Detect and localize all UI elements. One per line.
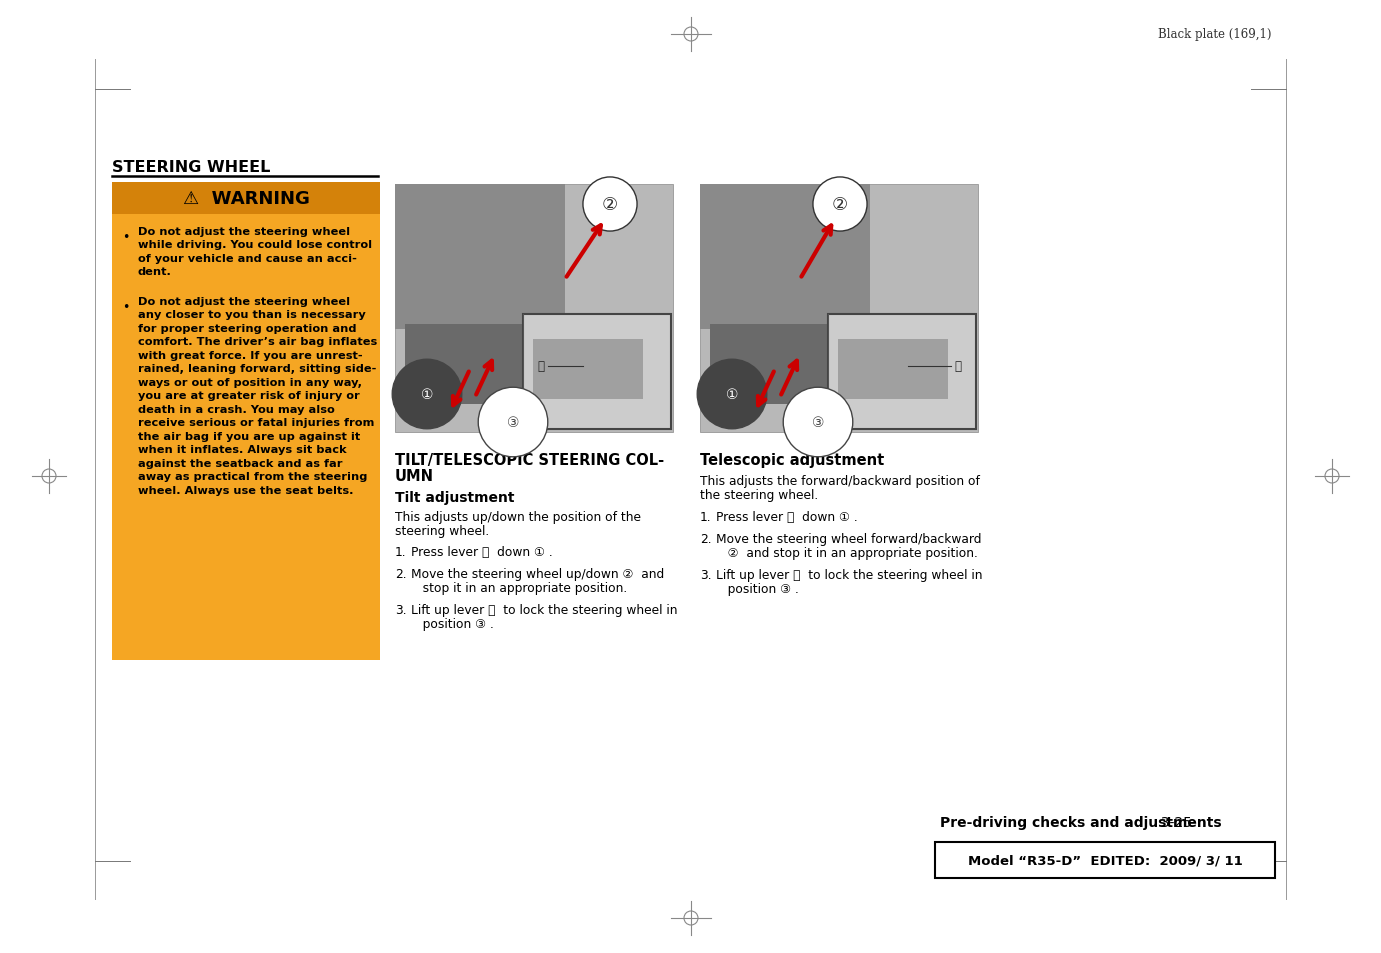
Text: Ⓑ: Ⓑ	[954, 360, 961, 374]
FancyBboxPatch shape	[710, 325, 830, 405]
Text: dent.: dent.	[138, 267, 171, 277]
FancyBboxPatch shape	[533, 339, 644, 399]
Text: ②: ②	[831, 195, 848, 213]
Text: you are at greater risk of injury or: you are at greater risk of injury or	[138, 391, 359, 401]
Text: UMN: UMN	[395, 469, 434, 483]
Text: TILT/TELESCOPIC STEERING COL-: TILT/TELESCOPIC STEERING COL-	[395, 453, 664, 468]
Text: the steering wheel.: the steering wheel.	[700, 489, 819, 501]
Text: Lift up lever Ⓑ  to lock the steering wheel in: Lift up lever Ⓑ to lock the steering whe…	[715, 568, 982, 581]
Text: 1.: 1.	[700, 511, 711, 523]
Text: position ③ .: position ③ .	[715, 582, 798, 596]
Text: 2.: 2.	[700, 533, 711, 545]
Text: stop it in an appropriate position.: stop it in an appropriate position.	[412, 581, 627, 595]
FancyBboxPatch shape	[700, 185, 978, 433]
Text: Pre-driving checks and adjustments: Pre-driving checks and adjustments	[940, 815, 1222, 829]
Text: Ⓐ: Ⓐ	[537, 360, 544, 374]
Text: ①: ①	[726, 388, 739, 401]
Text: 3-25: 3-25	[1152, 815, 1192, 829]
Text: Telescopic adjustment: Telescopic adjustment	[700, 453, 884, 468]
Text: ③: ③	[507, 416, 519, 430]
Text: of your vehicle and cause an acci-: of your vehicle and cause an acci-	[138, 253, 356, 264]
FancyBboxPatch shape	[838, 339, 947, 399]
FancyBboxPatch shape	[405, 325, 525, 405]
Text: Do not adjust the steering wheel: Do not adjust the steering wheel	[138, 227, 351, 236]
Text: •: •	[123, 301, 130, 314]
FancyBboxPatch shape	[935, 842, 1275, 878]
Text: Tilt adjustment: Tilt adjustment	[395, 491, 515, 504]
FancyBboxPatch shape	[395, 185, 673, 433]
Text: 1.: 1.	[395, 545, 406, 558]
Text: steering wheel.: steering wheel.	[395, 524, 489, 537]
Text: death in a crash. You may also: death in a crash. You may also	[138, 405, 334, 415]
Text: Press lever Ⓐ  down ① .: Press lever Ⓐ down ① .	[412, 545, 552, 558]
Text: ⚠  WARNING: ⚠ WARNING	[182, 190, 309, 208]
Text: Do not adjust the steering wheel: Do not adjust the steering wheel	[138, 296, 351, 307]
Text: This adjusts up/down the position of the: This adjusts up/down the position of the	[395, 511, 641, 523]
Text: receive serious or fatal injuries from: receive serious or fatal injuries from	[138, 418, 374, 428]
Text: ①: ①	[421, 388, 434, 401]
Text: rained, leaning forward, sitting side-: rained, leaning forward, sitting side-	[138, 364, 377, 375]
FancyBboxPatch shape	[523, 314, 671, 430]
Text: •: •	[123, 231, 130, 244]
Text: 2.: 2.	[395, 567, 406, 580]
Text: position ③ .: position ③ .	[412, 618, 494, 630]
Text: with great force. If you are unrest-: with great force. If you are unrest-	[138, 351, 363, 360]
FancyBboxPatch shape	[112, 183, 380, 214]
Text: ③: ③	[812, 416, 824, 430]
Text: ②  and stop it in an appropriate position.: ② and stop it in an appropriate position…	[715, 546, 978, 559]
Text: 3.: 3.	[395, 603, 406, 617]
Text: 3.: 3.	[700, 568, 711, 581]
Text: while driving. You could lose control: while driving. You could lose control	[138, 240, 371, 251]
Text: This adjusts the forward/backward position of: This adjusts the forward/backward positi…	[700, 475, 981, 488]
Text: Move the steering wheel forward/backward: Move the steering wheel forward/backward	[715, 533, 982, 545]
Text: STEERING WHEEL: STEERING WHEEL	[112, 160, 271, 174]
Text: for proper steering operation and: for proper steering operation and	[138, 324, 356, 334]
FancyBboxPatch shape	[395, 185, 565, 330]
Text: wheel. Always use the seat belts.: wheel. Always use the seat belts.	[138, 485, 354, 496]
Text: ②: ②	[602, 195, 619, 213]
Text: Press lever Ⓑ  down ① .: Press lever Ⓑ down ① .	[715, 511, 858, 523]
Text: Lift up lever Ⓐ  to lock the steering wheel in: Lift up lever Ⓐ to lock the steering whe…	[412, 603, 678, 617]
Text: Black plate (169,1): Black plate (169,1)	[1159, 28, 1272, 41]
Text: against the seatback and as far: against the seatback and as far	[138, 458, 342, 469]
Text: Move the steering wheel up/down ②  and: Move the steering wheel up/down ② and	[412, 567, 664, 580]
FancyBboxPatch shape	[829, 314, 976, 430]
FancyBboxPatch shape	[700, 185, 870, 330]
FancyBboxPatch shape	[112, 183, 380, 660]
Text: ways or out of position in any way,: ways or out of position in any way,	[138, 377, 362, 388]
Text: when it inflates. Always sit back: when it inflates. Always sit back	[138, 445, 347, 455]
Text: comfort. The driver’s air bag inflates: comfort. The driver’s air bag inflates	[138, 337, 377, 347]
Text: Model “R35-D”  EDITED:  2009/ 3/ 11: Model “R35-D” EDITED: 2009/ 3/ 11	[968, 854, 1243, 866]
Text: the air bag if you are up against it: the air bag if you are up against it	[138, 432, 360, 441]
Text: away as practical from the steering: away as practical from the steering	[138, 472, 367, 482]
Text: any closer to you than is necessary: any closer to you than is necessary	[138, 310, 366, 320]
